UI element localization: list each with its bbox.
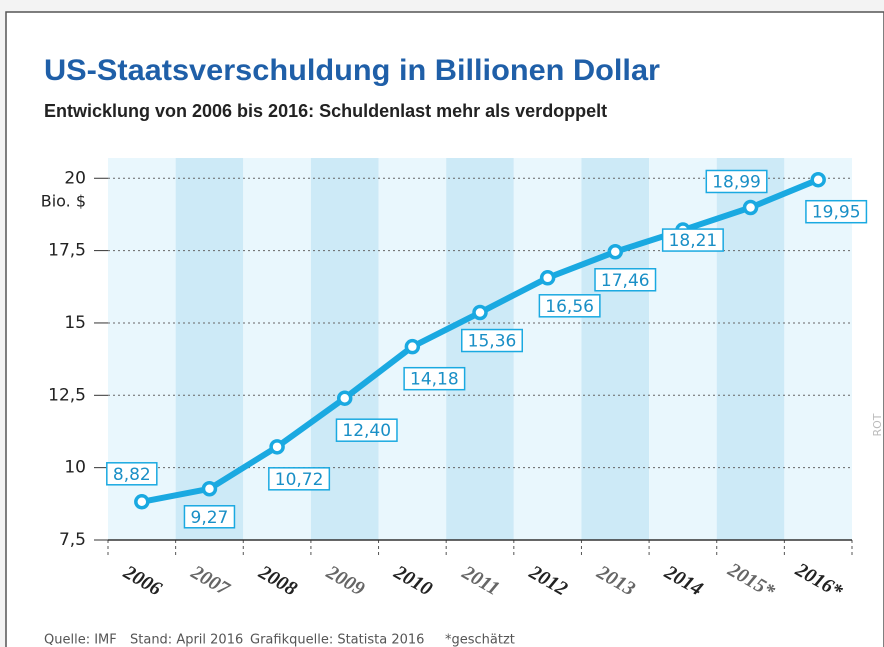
value-label-box: [106, 462, 158, 486]
footer: Stand: April 2016: [130, 633, 243, 647]
point: [404, 338, 421, 355]
value-label-box: [461, 328, 523, 353]
y-tick-label: 12,5: [48, 385, 86, 405]
y-tick-label: 15: [64, 313, 86, 333]
footer: Quelle: IMF: [44, 633, 117, 647]
value-label: 8,82: [113, 465, 151, 485]
value-label: 9,27: [191, 508, 229, 528]
y-tick-label: 17,5: [48, 241, 86, 261]
point: [539, 270, 556, 286]
value-label-box: [538, 294, 601, 318]
value-label: 19,95: [812, 203, 861, 223]
value-label-box: [268, 467, 331, 491]
y-tick-label: 10: [64, 458, 86, 478]
value-label-box: [661, 228, 724, 252]
value-label: 18,21: [669, 231, 718, 251]
y-unit: Bio. $: [41, 192, 86, 211]
subtitle: Entwicklung von 2006 bis 2016: Schuldenl…: [44, 101, 607, 121]
column-band: [716, 158, 785, 540]
value-label: 16,56: [545, 297, 594, 317]
point: [810, 171, 826, 188]
value-label: 15,36: [468, 332, 517, 352]
value-label: 12,40: [342, 421, 391, 441]
value-label: 17,46: [601, 271, 650, 291]
value-label-box: [705, 169, 768, 194]
point: [134, 494, 150, 510]
column-band: [513, 158, 582, 540]
y-tick-label: 20: [64, 168, 86, 188]
footer: Grafikquelle: Statista 2016: [250, 633, 424, 647]
column-band: [581, 158, 650, 540]
point: [742, 199, 759, 216]
side-label: ROT: [871, 413, 884, 436]
value-label: 14,18: [410, 370, 459, 390]
column-band: [649, 158, 717, 540]
value-label: 18,99: [712, 172, 761, 192]
point: [472, 304, 488, 321]
point: [269, 439, 285, 455]
chart-title: US-Staatsverschuldung in Billionen Dolla…: [44, 54, 660, 87]
y-tick-label: 7,5: [59, 530, 86, 550]
value-label: 10,72: [275, 470, 324, 490]
value-label-box: [805, 199, 868, 224]
value-label-box: [183, 505, 236, 529]
point: [607, 244, 624, 260]
value-label-box: [403, 366, 466, 391]
footer: *geschätzt: [445, 633, 515, 647]
value-label-box: [594, 268, 657, 292]
point: [201, 481, 218, 497]
value-label-box: [335, 418, 398, 442]
point: [336, 390, 353, 406]
